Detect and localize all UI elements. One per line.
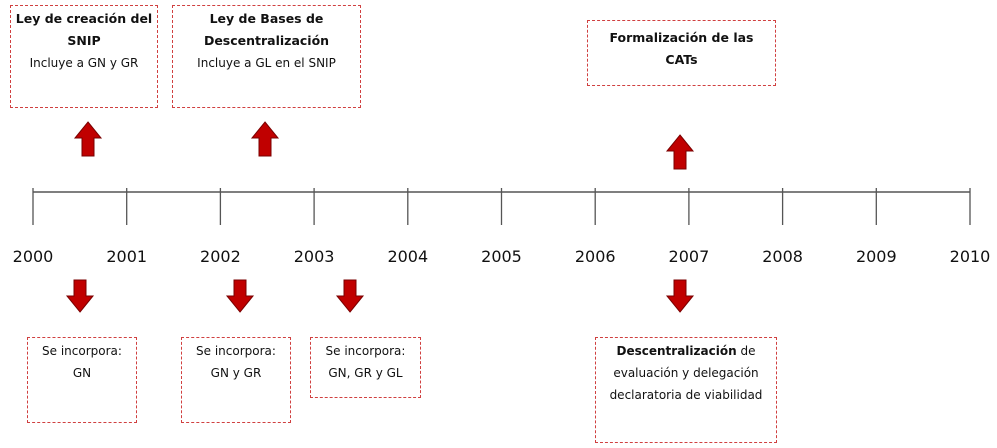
up-arrow bbox=[665, 134, 695, 170]
year-label: 2001 bbox=[106, 247, 147, 266]
event-bold: Descentralización bbox=[616, 344, 737, 358]
year-label: 2002 bbox=[200, 247, 241, 266]
event-box: Ley de Bases de Descentralización Incluy… bbox=[172, 5, 361, 108]
up-arrow bbox=[73, 121, 103, 157]
event-title: Ley de Bases de Descentralización bbox=[203, 11, 330, 48]
down-arrow bbox=[225, 279, 255, 313]
event-box: Ley de creación del SNIP Incluye a GN y … bbox=[10, 5, 158, 108]
year-label: 2008 bbox=[762, 247, 803, 266]
down-arrow bbox=[665, 279, 695, 313]
down-arrow bbox=[335, 279, 365, 313]
event-box: Formalización de las CATs bbox=[587, 20, 776, 86]
year-label: 2010 bbox=[950, 247, 991, 266]
event-box: Se incorpora: GN y GR bbox=[181, 337, 291, 423]
event-detail: Incluye a GN y GR bbox=[29, 56, 139, 70]
event-text: de evaluación y delegación declaratoria … bbox=[609, 344, 763, 402]
event-detail: Incluye a GL en el SNIP bbox=[197, 56, 336, 70]
event-text: Se incorpora: GN, GR y GL bbox=[325, 344, 406, 380]
year-label: 2009 bbox=[856, 247, 897, 266]
event-box: Descentralización de evaluación y delega… bbox=[595, 337, 777, 443]
event-text: Se incorpora: GN y GR bbox=[196, 344, 276, 380]
year-label: 2007 bbox=[669, 247, 710, 266]
event-text: Se incorpora: GN bbox=[42, 344, 122, 380]
year-label: 2005 bbox=[481, 247, 522, 266]
up-arrow bbox=[250, 121, 280, 157]
event-box: Se incorpora: GN bbox=[27, 337, 137, 423]
event-title: Formalización de las CATs bbox=[609, 30, 754, 67]
event-title: Ley de creación del SNIP bbox=[15, 11, 153, 48]
down-arrow bbox=[65, 279, 95, 313]
year-label: 2006 bbox=[575, 247, 616, 266]
year-label: 2003 bbox=[294, 247, 335, 266]
event-box: Se incorpora: GN, GR y GL bbox=[310, 337, 421, 398]
year-label: 2000 bbox=[13, 247, 54, 266]
year-label: 2004 bbox=[387, 247, 428, 266]
